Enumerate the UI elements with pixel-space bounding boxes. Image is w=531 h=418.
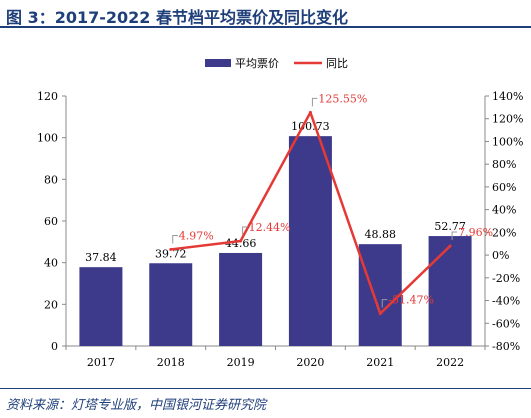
- y-left-tick-label: 60: [44, 215, 58, 228]
- y-left-tick-label: 120: [37, 90, 58, 103]
- bar-value-label: 52.77: [434, 220, 466, 233]
- y-right-tick-label: 40%: [492, 204, 516, 217]
- x-tick-label: 2018: [157, 356, 185, 369]
- yoy-label-bracket: [311, 97, 318, 107]
- yoy-point: [378, 312, 382, 316]
- yoy-label-bracket: [242, 226, 248, 235]
- x-tick-label: 2022: [436, 356, 464, 369]
- legend-bar-swatch: [205, 59, 231, 67]
- y-left-tick-label: 100: [37, 132, 58, 145]
- y-right-tick-label: -60%: [492, 317, 520, 330]
- legend: 平均票价 同比: [205, 57, 348, 70]
- yoy-point: [169, 247, 173, 251]
- yoy-value-label: 12.44%: [249, 221, 291, 234]
- x-tick-label: 2021: [366, 356, 394, 369]
- y-right-tick-label: 100%: [492, 135, 523, 148]
- y-right-tick-label: -40%: [492, 295, 520, 308]
- yoy-label-bracket: [451, 231, 458, 241]
- y-right-tick-label: 80%: [492, 158, 516, 171]
- x-tick-label: 2020: [296, 356, 324, 369]
- bar: [149, 263, 193, 346]
- source-note: 资料来源：灯塔专业版，中国银河证券研究院: [6, 398, 267, 413]
- y-right-tick-label: 140%: [492, 90, 523, 103]
- y-right-tick-label: 120%: [492, 113, 523, 126]
- bar: [219, 252, 263, 346]
- x-tick-label: 2019: [227, 356, 255, 369]
- yoy-value-label: 4.97%: [179, 229, 214, 242]
- y-left-tick-label: 20: [44, 298, 58, 311]
- y-left-tick-label: 40: [44, 257, 58, 270]
- y-right-tick-label: 0%: [492, 249, 509, 262]
- bars: [79, 136, 472, 346]
- bar-value-label: 39.72: [155, 247, 187, 260]
- bar: [288, 136, 332, 346]
- legend-line-label: 同比: [326, 57, 348, 70]
- bar: [79, 267, 123, 346]
- yoy-point: [448, 244, 452, 248]
- x-tick-label: 2017: [87, 356, 115, 369]
- y-right-tick-label: 20%: [492, 226, 516, 239]
- y-right-tick-label: -20%: [492, 272, 520, 285]
- y-left-tick-label: 80: [44, 173, 58, 186]
- yoy-value-label: -51.47%: [388, 294, 434, 307]
- yoy-labels: 4.97% 12.44% 125.55% -51.47% 7.96%: [172, 92, 493, 308]
- bar: [358, 244, 402, 346]
- yoy-value-label: 7.96%: [458, 226, 493, 239]
- source-rule: [0, 388, 531, 389]
- yoy-point: [308, 110, 312, 114]
- bar-value-label: 44.66: [225, 237, 257, 250]
- y-right-tick-label: -80%: [492, 340, 520, 353]
- yoy-label-bracket: [172, 234, 178, 244]
- bar-value-label: 37.84: [85, 251, 117, 264]
- yoy-value-label: 125.55%: [318, 92, 367, 105]
- yoy-label-bracket: [381, 299, 388, 308]
- yoy-line: [169, 110, 452, 316]
- bar-value-label: 100.73: [291, 120, 330, 133]
- y-left-tick-label: 0: [51, 340, 58, 353]
- chart-title: 图 3：2017-2022 春节档平均票价及同比变化: [6, 8, 348, 27]
- legend-bar-label: 平均票价: [235, 57, 279, 70]
- y-right-tick-label: 60%: [492, 181, 516, 194]
- bar-value-label: 48.88: [365, 228, 397, 241]
- axes: 0 20 40 60 80 100 120 -80% -60% -40% -20% 0% 20% 40% 6…: [37, 90, 523, 369]
- bar: [428, 236, 472, 346]
- title-rule: [0, 26, 531, 28]
- bar-labels: 37.84 39.72 44.66 100.73 48.88 52.77: [85, 120, 466, 264]
- yoy-point: [239, 239, 243, 243]
